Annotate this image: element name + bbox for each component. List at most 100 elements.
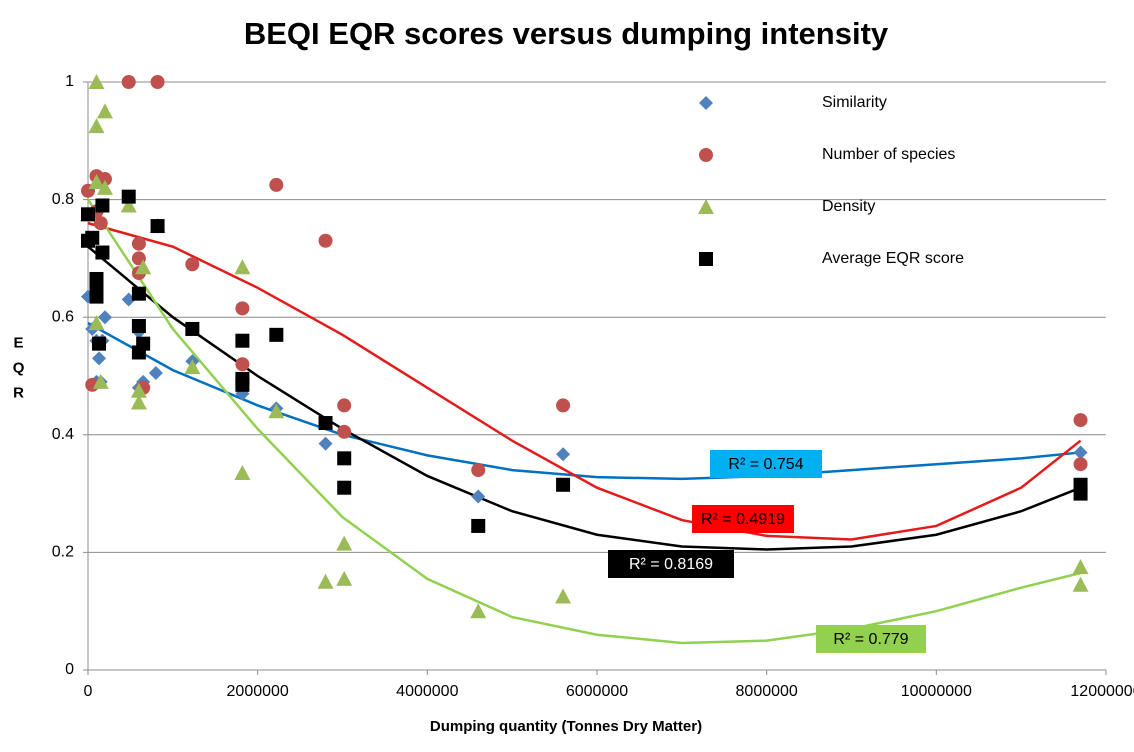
x-tick-label: 10000000 (901, 683, 972, 700)
square-marker (235, 333, 250, 348)
square-marker (81, 207, 95, 222)
triangle-marker (96, 103, 113, 119)
circle-marker (337, 398, 352, 413)
r2-box (608, 550, 734, 578)
y-axis-label: EQR (10, 335, 27, 410)
x-tick-label: 12000000 (1070, 683, 1134, 700)
legend-label: Number of species (822, 146, 955, 163)
circle-marker (1073, 457, 1088, 472)
x-tick-label: 0 (84, 683, 93, 700)
x-tick-label: 8000000 (736, 683, 798, 700)
legend-label: Similarity (822, 94, 887, 111)
trendline (87, 245, 1082, 551)
square-marker (269, 327, 284, 342)
square-marker (185, 321, 200, 336)
square-marker (556, 477, 571, 492)
triangle-marker (96, 179, 113, 195)
x-tick-label: 2000000 (227, 683, 289, 700)
y-tick-label: 1 (65, 73, 74, 90)
chart-title: BEQI EQR scores versus dumping intensity (244, 16, 889, 51)
trendline (87, 221, 1082, 541)
triangle-marker (470, 603, 487, 619)
y-tick-label: 0.8 (52, 191, 74, 208)
square-marker (131, 345, 146, 360)
triangle-marker (268, 403, 285, 419)
diamond-marker (1073, 445, 1088, 460)
triangle-marker (555, 588, 572, 604)
circle-marker (121, 75, 136, 89)
circle-marker (97, 172, 112, 187)
square-marker (85, 230, 100, 245)
triangle-marker (92, 373, 109, 389)
x-tick-label: 6000000 (566, 683, 628, 700)
r2-label: R² = 0.8169 (629, 556, 713, 573)
square-marker (1073, 486, 1088, 501)
legend-marker (698, 199, 714, 214)
circle-marker (235, 301, 250, 316)
y-tick-label: 0.4 (52, 426, 74, 443)
triangle-marker (336, 570, 353, 586)
x-axis-label: Dumping quantity (Tonnes Dry Matter) (430, 718, 702, 735)
square-marker (121, 189, 136, 204)
triangle-marker (130, 394, 147, 410)
y-tick-label: 0 (65, 661, 74, 678)
triangle-marker (184, 359, 201, 375)
legend-label: Average EQR score (822, 250, 964, 267)
triangle-marker (234, 259, 251, 275)
r2-box (710, 450, 822, 478)
diamond-marker (471, 489, 486, 504)
square-marker (337, 480, 352, 495)
r2-label: R² = 0.4919 (701, 511, 785, 528)
y-tick-label: 0.2 (52, 544, 74, 561)
r2-box (692, 505, 794, 533)
triangle-marker (88, 118, 105, 134)
legend-label: Density (822, 198, 875, 215)
triangle-marker (336, 535, 353, 551)
diamond-marker (556, 447, 571, 462)
triangle-marker (130, 382, 147, 398)
circle-marker (1073, 413, 1088, 428)
circle-marker (185, 257, 200, 272)
legend-marker (699, 148, 713, 162)
triangle-marker (317, 573, 334, 589)
circle-marker (131, 236, 146, 251)
square-marker (95, 245, 110, 260)
circle-marker (556, 398, 571, 413)
square-marker (131, 286, 146, 301)
circle-marker (471, 463, 486, 478)
circle-marker (318, 233, 333, 248)
legend-marker (699, 252, 713, 266)
square-marker (150, 219, 165, 234)
diamond-marker (318, 436, 333, 451)
square-marker (131, 319, 146, 334)
diamond-marker (97, 310, 112, 325)
diamond-marker (92, 351, 107, 366)
trendline (86, 198, 1081, 645)
triangle-marker (135, 259, 152, 275)
circle-marker (150, 75, 165, 89)
square-marker (471, 518, 486, 533)
legend-marker (699, 96, 713, 110)
r2-label: R² = 0.779 (833, 631, 908, 648)
square-marker (92, 336, 107, 351)
circle-marker (337, 424, 352, 439)
y-tick-label: 0.6 (52, 308, 74, 325)
square-marker (318, 416, 333, 431)
circle-marker (93, 216, 108, 231)
circle-marker (269, 177, 284, 192)
square-marker (89, 289, 104, 304)
square-marker (235, 377, 250, 392)
triangle-marker (120, 197, 137, 213)
triangle-marker (88, 74, 105, 89)
trendline (87, 321, 1081, 481)
triangle-marker (1072, 576, 1089, 592)
r2-label: R² = 0.754 (728, 456, 803, 473)
triangle-marker (1072, 559, 1089, 575)
circle-marker (235, 357, 250, 372)
square-marker (95, 198, 110, 213)
r2-box (816, 625, 926, 653)
x-tick-label: 4000000 (396, 683, 458, 700)
triangle-marker (88, 173, 105, 189)
triangle-marker (234, 465, 251, 481)
